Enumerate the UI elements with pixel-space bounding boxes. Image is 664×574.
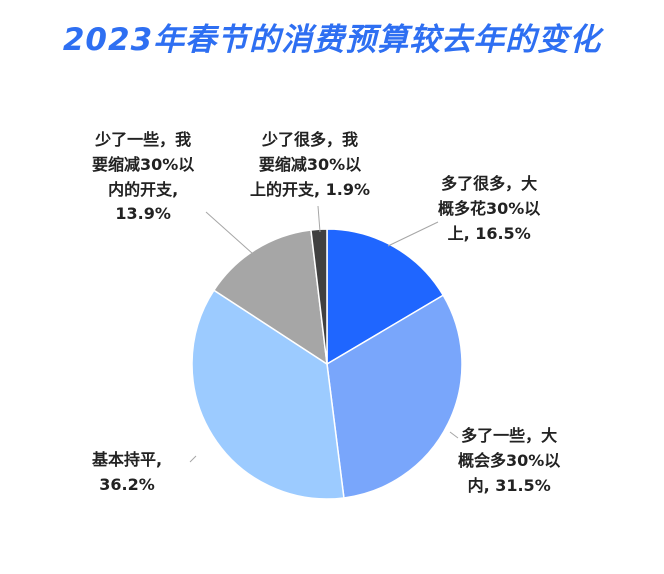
slice-flat xyxy=(191,289,345,500)
data-label-somewhat-less: 少了一些，我 要缩减30%以 内的开支, 13.9% xyxy=(92,130,195,224)
slice-much-more xyxy=(326,228,445,366)
data-label-much-more: 多了很多，大 概多花30%以 上, 16.5% xyxy=(438,174,541,243)
slice-much-less xyxy=(310,228,328,365)
data-label-flat: 基本持平, 36.2% xyxy=(92,450,163,494)
slice-somewhat-more xyxy=(326,294,463,499)
leader-somewhat-less xyxy=(205,211,263,263)
leader-much-more xyxy=(387,221,439,247)
data-label-somewhat-more: 多了一些，大 概会多30%以 内, 31.5% xyxy=(458,426,561,495)
leader-somewhat-more xyxy=(449,431,459,439)
data-label-much-less: 少了很多，我 要缩减30%以 上的开支, 1.9% xyxy=(250,130,371,199)
chart-title: 2023年春节的消费预算较去年的变化 xyxy=(62,22,602,58)
slice-somewhat-less xyxy=(212,229,328,366)
leader-much-less xyxy=(317,205,321,233)
leader-flat xyxy=(189,455,197,463)
